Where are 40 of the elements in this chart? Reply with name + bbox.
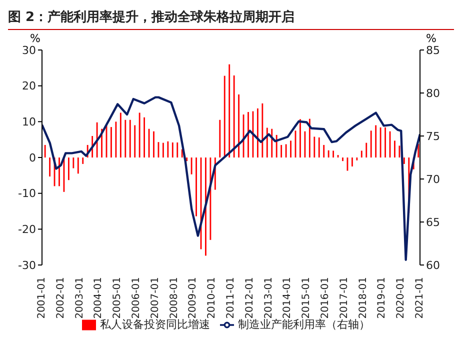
x-tick-label: 2007-01 <box>150 277 161 319</box>
x-tick-label: 2012-01 <box>244 277 256 319</box>
y2-tick-label: 65 <box>426 216 440 229</box>
y-tick-label: 0 <box>29 151 36 164</box>
y-tick-label: 30 <box>22 44 36 57</box>
y-tick-label: 20 <box>22 80 36 93</box>
x-tick-label: 2016-01 <box>320 277 331 319</box>
y-tick-label: -20 <box>18 223 36 236</box>
y-tick-label: -30 <box>18 258 36 272</box>
y2-tick-label: 70 <box>426 172 440 186</box>
x-tick-label: 2010-01 <box>206 277 218 319</box>
x-tick-label: 2001-01 <box>36 277 48 319</box>
x-tick-label: 2018-01 <box>358 277 369 319</box>
x-tick-label: 2015-01 <box>301 277 312 319</box>
x-tick-label: 2011-01 <box>226 277 236 319</box>
legend-label: 制造业产能利用率（右轴） <box>238 318 370 331</box>
x-tick-label: 2002-01 <box>55 277 66 319</box>
y-tick-label: 10 <box>22 116 36 129</box>
x-tick-label: 2013-01 <box>263 277 274 319</box>
x-tick-label: 2017-01 <box>338 277 350 319</box>
y2-axis-title: % <box>426 32 436 45</box>
x-tick-label: 2019-01 <box>376 277 388 319</box>
y-axis-title: % <box>30 32 40 45</box>
x-tick-label: 2003-01 <box>74 277 86 319</box>
x-tick-label: 2004-01 <box>93 277 104 319</box>
y2-tick-label: 60 <box>426 258 440 272</box>
x-tick-label: 2009-01 <box>188 277 199 319</box>
line-series <box>42 96 420 261</box>
x-tick-label: 2005-01 <box>112 277 124 319</box>
x-tick-label: 2014-01 <box>282 277 294 319</box>
y-tick-label: -10 <box>18 187 36 200</box>
y2-tick-label: 85 <box>426 44 440 57</box>
x-tick-label: 2021-01 <box>414 277 426 319</box>
y2-tick-label: 75 <box>426 130 440 143</box>
x-tick-label: 2020-01 <box>396 277 407 319</box>
legend-label: 私人设备投资同比增速 <box>100 318 210 331</box>
chart-title: 图 2：产能利用率提升，推动全球朱格拉周期开启 <box>8 8 454 30</box>
x-tick-label: 2008-01 <box>168 277 180 319</box>
x-tick-label: 2006-01 <box>131 277 142 319</box>
y2-tick-label: 80 <box>426 86 440 100</box>
